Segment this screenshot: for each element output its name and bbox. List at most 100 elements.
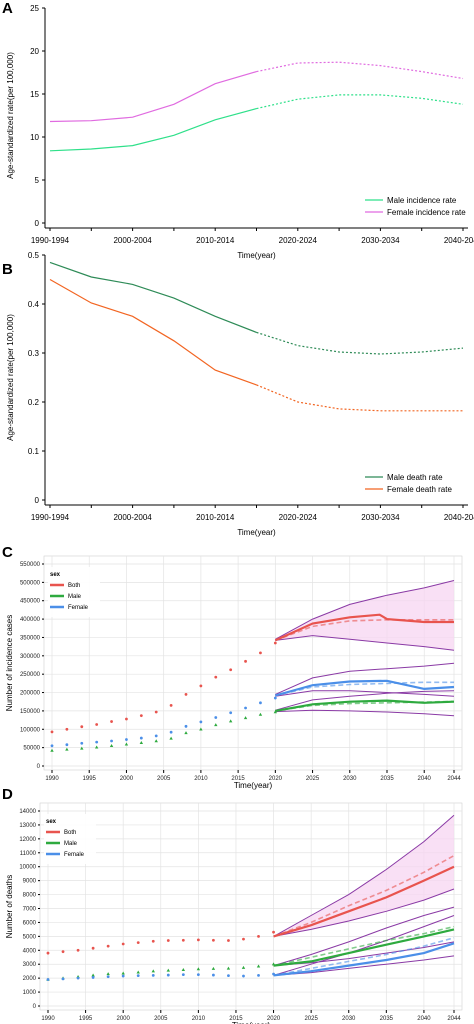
- x-tick-label: 2030: [343, 776, 357, 782]
- y-tick-label: 500000: [20, 580, 41, 586]
- observed-point: [80, 741, 84, 745]
- x-tick-label: 2010: [192, 1016, 206, 1022]
- observed-point: [109, 744, 114, 747]
- y-tick-label: 10: [30, 133, 39, 142]
- y-tick-label: 400000: [20, 617, 41, 623]
- observed-point: [46, 978, 50, 981]
- series-projection: [273, 865, 455, 938]
- y-tick-label: 0: [37, 764, 41, 770]
- panel-letter: D: [2, 786, 13, 803]
- series-line-observed: [49, 71, 257, 123]
- legend-label: Female: [64, 852, 85, 858]
- observed-point: [243, 716, 248, 720]
- observed-point: [110, 720, 113, 723]
- observed-point: [227, 939, 230, 942]
- observed-point: [184, 692, 188, 696]
- series-line-observed: [49, 261, 257, 333]
- observed-point: [199, 727, 203, 731]
- x-tick-label: 2025: [306, 776, 320, 782]
- y-tick-label: 50000: [23, 746, 40, 752]
- lower-bound-line: [275, 709, 455, 717]
- legend-title: sex: [50, 572, 61, 578]
- observed-point: [256, 964, 261, 968]
- observed-point: [214, 723, 218, 727]
- y-tick-label: 100000: [20, 727, 41, 733]
- x-tick-label: 1995: [79, 1016, 93, 1022]
- observed-point: [65, 727, 69, 731]
- observed-point: [166, 968, 170, 972]
- observed-point: [91, 976, 95, 979]
- x-axis-label: Time(year): [234, 781, 273, 790]
- x-axis-label: Time(year): [237, 528, 276, 537]
- legend-label: Female death rate: [387, 485, 452, 494]
- legend-label: Both: [64, 830, 76, 836]
- observed-point: [151, 973, 155, 977]
- observed-point: [211, 966, 216, 970]
- y-tick-label: 350000: [20, 635, 41, 641]
- y-tick-label: 7000: [23, 907, 37, 913]
- x-axis-label: Time(year): [237, 251, 276, 260]
- observed-point: [65, 743, 69, 747]
- observed-point: [110, 739, 113, 743]
- series-projection: [273, 928, 455, 967]
- observed-point: [139, 741, 144, 745]
- x-tick-label: 2040-2044: [444, 513, 474, 522]
- panel-letter: C: [2, 544, 13, 561]
- observed-point: [91, 946, 95, 950]
- plot-area: [43, 555, 463, 771]
- observed-point: [257, 934, 260, 938]
- observed-point: [154, 739, 158, 743]
- observed-point: [154, 734, 158, 738]
- observed-point: [80, 725, 84, 729]
- y-tick-label: 5: [35, 176, 40, 185]
- legend-label: Both: [68, 583, 80, 589]
- y-tick-label: 300000: [20, 654, 41, 660]
- observed-point: [50, 748, 54, 752]
- x-tick-label: 2044: [447, 776, 461, 782]
- observed-point: [272, 930, 275, 934]
- y-axis-label: Number of incidence cases: [5, 615, 14, 712]
- observed-point: [169, 704, 173, 707]
- series-line-projected: [256, 94, 464, 110]
- observed-point: [244, 706, 247, 710]
- observed-point: [91, 973, 95, 977]
- y-tick-label: 0.4: [28, 300, 40, 309]
- lower-bound-line: [273, 955, 455, 976]
- y-tick-label: 8000: [23, 893, 37, 899]
- legend-label: Male: [68, 594, 82, 600]
- x-tick-label: 2010: [194, 776, 208, 782]
- y-axis-label: Number of deaths: [5, 875, 14, 939]
- series-projection-alt: [273, 854, 455, 938]
- y-tick-label: 12000: [19, 837, 36, 843]
- series-line-projected: [256, 61, 464, 80]
- observed-point: [169, 736, 173, 740]
- observed-point: [50, 730, 54, 734]
- y-tick-label: 150000: [20, 709, 41, 715]
- y-tick-label: 0: [35, 219, 40, 228]
- observed-point: [229, 711, 233, 715]
- observed-point: [181, 973, 185, 977]
- observed-point: [46, 951, 50, 955]
- panel-b: B 0 0.1 0.2 0.3 0.4 0.5 1990-1994 2000-2004 2010-…: [2, 251, 474, 537]
- observed-point: [61, 977, 65, 981]
- observed-point: [259, 651, 262, 655]
- observed-point: [214, 675, 218, 679]
- observed-point: [154, 710, 158, 714]
- series-line-observed: [49, 278, 257, 386]
- y-tick-label: 25: [30, 4, 39, 13]
- y-tick-label: 200000: [20, 691, 41, 697]
- x-tick-label: 1990-1994: [31, 236, 70, 245]
- upper-bound-line: [273, 906, 455, 967]
- series-projection: [274, 613, 454, 642]
- y-tick-label: 6000: [23, 920, 37, 926]
- x-tick-label: 2035: [380, 1016, 394, 1022]
- y-tick-label: 550000: [20, 562, 41, 568]
- panel-c: C 0 50000 100000 150000 200000 250000 300000 350…: [2, 544, 463, 790]
- observed-point: [196, 938, 200, 942]
- observed-point: [212, 973, 215, 977]
- y-axis-label: Age-standardized rate(per 100,000): [6, 314, 15, 441]
- x-tick-label: 1990-1994: [31, 513, 70, 522]
- y-tick-label: 0: [33, 1004, 37, 1010]
- x-tick-label: 1995: [83, 776, 97, 782]
- observed-point: [139, 736, 143, 740]
